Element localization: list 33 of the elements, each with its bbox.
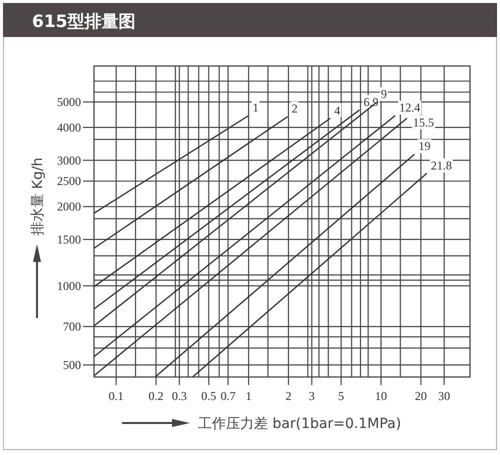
y-axis-title: 排水量 Kg/h	[30, 157, 46, 236]
y-tick-label: 1000	[57, 278, 81, 293]
x-tick-label: 0.7	[220, 389, 236, 403]
series-label: 21.8	[430, 158, 452, 172]
x-tick-label: 30	[438, 389, 450, 403]
y-tick-label: 1500	[57, 232, 81, 246]
x-tick-label: 0.2	[148, 389, 164, 403]
series-label: 15.5	[412, 115, 434, 130]
x-axis-title: 工作压力差 bar(1bar=0.1MPa)	[198, 416, 402, 432]
y-tick-label: 700	[63, 320, 81, 334]
y-tick-label: 500	[63, 358, 81, 372]
y-tick-label: 4000	[57, 120, 81, 134]
series-label: 9	[380, 87, 387, 102]
x-tick-label: 0.1	[108, 389, 124, 403]
series-label: 12.4	[399, 100, 420, 115]
series-label: 2	[292, 102, 298, 116]
series-label: 1	[252, 100, 259, 115]
x-tick-label: 20	[414, 389, 427, 403]
x-tick-label: 1	[246, 389, 252, 403]
series-label: 19	[418, 139, 430, 154]
chart-title: 615型排量图	[32, 12, 136, 32]
series-label: 4	[334, 103, 340, 118]
x-tick-label: 0.3	[172, 389, 187, 403]
x-tick-label: 0.5	[201, 389, 216, 403]
x-tick-label: 10	[375, 389, 388, 403]
x-tick-label: 2	[285, 389, 292, 403]
y-tick-label: 5000	[57, 94, 81, 109]
x-tick-label: 5	[338, 389, 344, 403]
y-tick-label: 2000	[57, 200, 81, 214]
series-label: 6.9	[364, 94, 378, 109]
x-tick-label: 3	[308, 389, 315, 403]
y-tick-label: 2500	[57, 174, 81, 188]
y-tick-label: 3000	[57, 153, 81, 168]
